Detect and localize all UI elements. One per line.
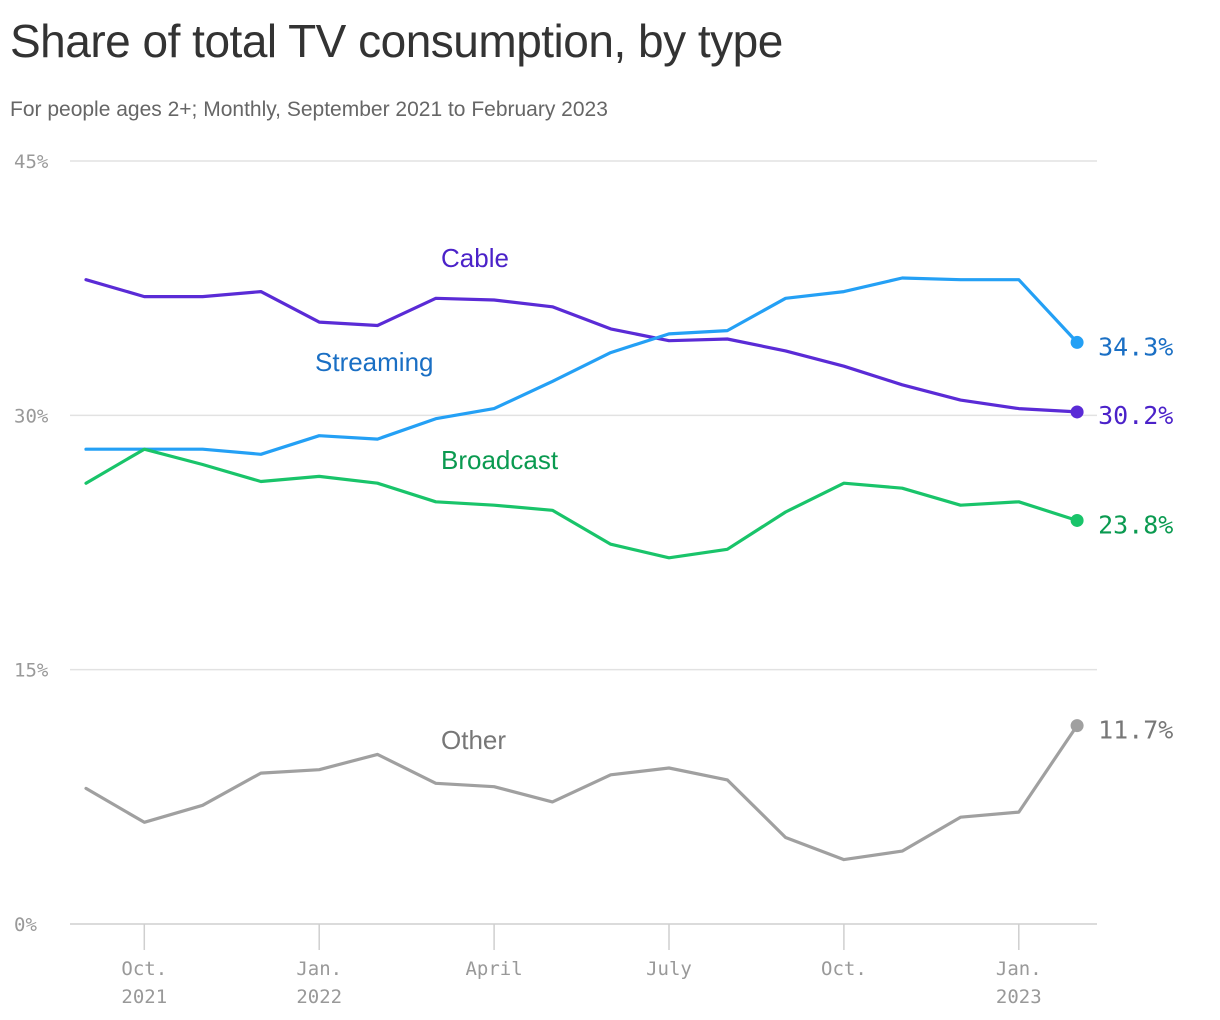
x-tick-label: Oct. [821,958,867,980]
x-tick-label: Oct. [121,958,167,980]
series-line-streaming [84,276,1079,456]
series-label-broadcast: Broadcast [441,445,559,475]
series-label-cable: Cable [441,243,509,273]
series-line-broadcast [84,447,1079,560]
end-point-other [1070,719,1084,733]
x-tick-label: Jan. [996,958,1042,980]
y-tick-label: 15% [14,660,49,682]
x-tick-label: Jan. [296,958,342,980]
chart-title: Share of total TV consumption, by type [10,15,783,67]
x-tick-label: July [646,958,692,980]
end-point-cable [1070,405,1084,419]
x-tick-year-label: 2021 [121,986,167,1008]
x-tick-year-label: 2022 [296,986,342,1008]
y-tick-label: 30% [14,405,49,427]
series-line-other [84,723,1079,862]
x-tick-year-label: 2023 [996,986,1042,1008]
end-label-streaming: 34.3% [1098,332,1173,361]
y-tick-label: 0% [14,914,37,936]
end-label-broadcast: 23.8% [1098,510,1173,539]
x-tick-label: April [465,958,522,980]
end-point-streaming [1070,335,1084,349]
series-label-streaming: Streaming [315,347,434,377]
end-point-broadcast [1070,513,1084,527]
series-line-cable [84,278,1079,414]
y-tick-label: 45% [14,151,49,173]
chart-subtitle: For people ages 2+; Monthly, September 2… [10,98,608,121]
end-label-other: 11.7% [1098,716,1173,745]
end-label-cable: 30.2% [1098,401,1173,430]
series-label-other: Other [441,725,506,755]
